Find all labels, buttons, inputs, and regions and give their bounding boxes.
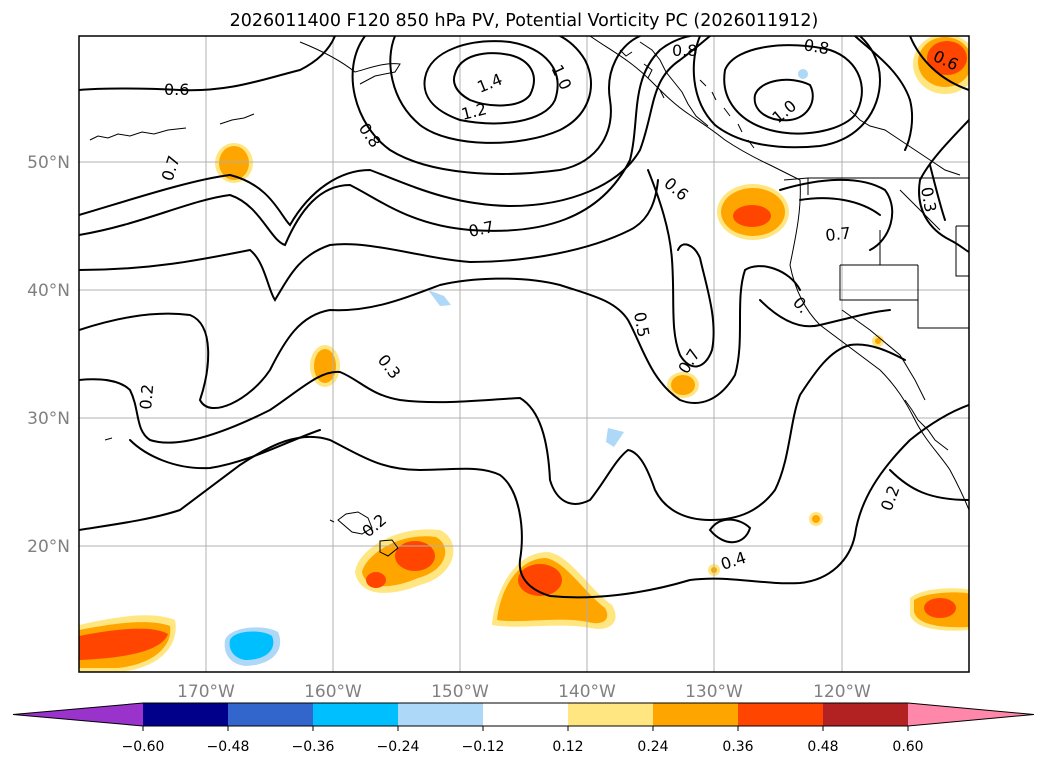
contour-label: 0.8 (802, 35, 830, 58)
colorbar-tick-label: 0.36 (722, 739, 753, 755)
colorbar-segment (313, 703, 398, 726)
colorbar-segment (483, 703, 568, 726)
graticule (79, 36, 969, 672)
colorbar-segment (228, 703, 313, 726)
pv-blob-bottomleft (79, 615, 176, 672)
pv-blob-bottomright (910, 588, 969, 631)
lat-label-30n: 30°N (27, 409, 70, 429)
contour-label: 0.6 (164, 80, 189, 99)
colorbar-segment (738, 703, 823, 726)
lat-label-50n: 50°N (27, 153, 70, 173)
contour-label: 0.7 (824, 223, 851, 245)
map-frame (78, 35, 970, 673)
pv-contours (79, 36, 969, 599)
longitude-labels: 170°W 160°W 150°W 140°W 130°W 120°W (177, 682, 871, 702)
contour-label: 0.5 (630, 310, 653, 338)
map-title: 2026011400 F120 850 hPa PV, Potential Vo… (230, 11, 819, 31)
lon-label-160w: 160°W (304, 682, 362, 702)
lon-label-140w: 140°W (558, 682, 616, 702)
pv-blob-coast (717, 184, 789, 240)
colorbar-tick-label: 0.24 (637, 739, 668, 755)
contour-label: 0.2 (136, 383, 157, 410)
colorbar-tick-label: −0.36 (292, 739, 335, 755)
latitude-labels: 50°N 40°N 30°N 20°N (27, 153, 70, 557)
lon-label-170w: 170°W (177, 682, 235, 702)
pv-blob-131w (667, 372, 699, 398)
colorbar: −0.60 −0.48 −0.36 −0.24 −0.12 0.12 0.24 0.36 0.4… (12, 702, 1035, 755)
lat-label-20n: 20°N (27, 537, 70, 557)
pv-negative-blobs (224, 69, 808, 666)
contour-label: 0.7 (467, 217, 496, 241)
colorbar-tick-label: −0.24 (377, 739, 420, 755)
contour-label-layer: 0.6 0.7 1.4 1.2 1.0 0.8 0.8 0.8 1.0 0.6 … (136, 35, 961, 574)
colorbar-segment (823, 703, 908, 726)
colorbar-tick-label: 0.60 (892, 739, 923, 755)
lat-label-40n: 40°N (27, 281, 70, 301)
contour-label: 0.3 (917, 185, 940, 213)
coastlines (89, 36, 969, 557)
colorbar-tick-label: −0.12 (462, 739, 505, 755)
pv-fill-layer (79, 36, 969, 672)
colorbar-tick-label: −0.48 (207, 739, 250, 755)
lon-label-150w: 150°W (431, 682, 489, 702)
colorbar-tick-label: 0.48 (807, 739, 838, 755)
pv-blob-33n (310, 345, 340, 387)
contour-label: 0.8 (672, 41, 697, 60)
colorbar-extend-right (908, 703, 1034, 726)
lon-label-120w: 120°W (813, 682, 871, 702)
colorbar-segment (398, 703, 483, 726)
colorbar-tick-label: −0.60 (122, 739, 165, 755)
colorbar-segment (653, 703, 738, 726)
colorbar-segment (143, 703, 228, 726)
pv-blob-50n (215, 143, 253, 183)
pv-blob-topright (913, 36, 969, 94)
lon-label-130w: 130°W (685, 682, 743, 702)
colorbar-tick-label: 0.12 (552, 739, 583, 755)
map-area: 0.6 0.7 1.4 1.2 1.0 0.8 0.8 0.8 1.0 0.6 … (79, 35, 969, 672)
pv-blob-144w (492, 552, 616, 629)
colorbar-extend-left (13, 703, 143, 726)
colorbar-segment (568, 703, 653, 726)
